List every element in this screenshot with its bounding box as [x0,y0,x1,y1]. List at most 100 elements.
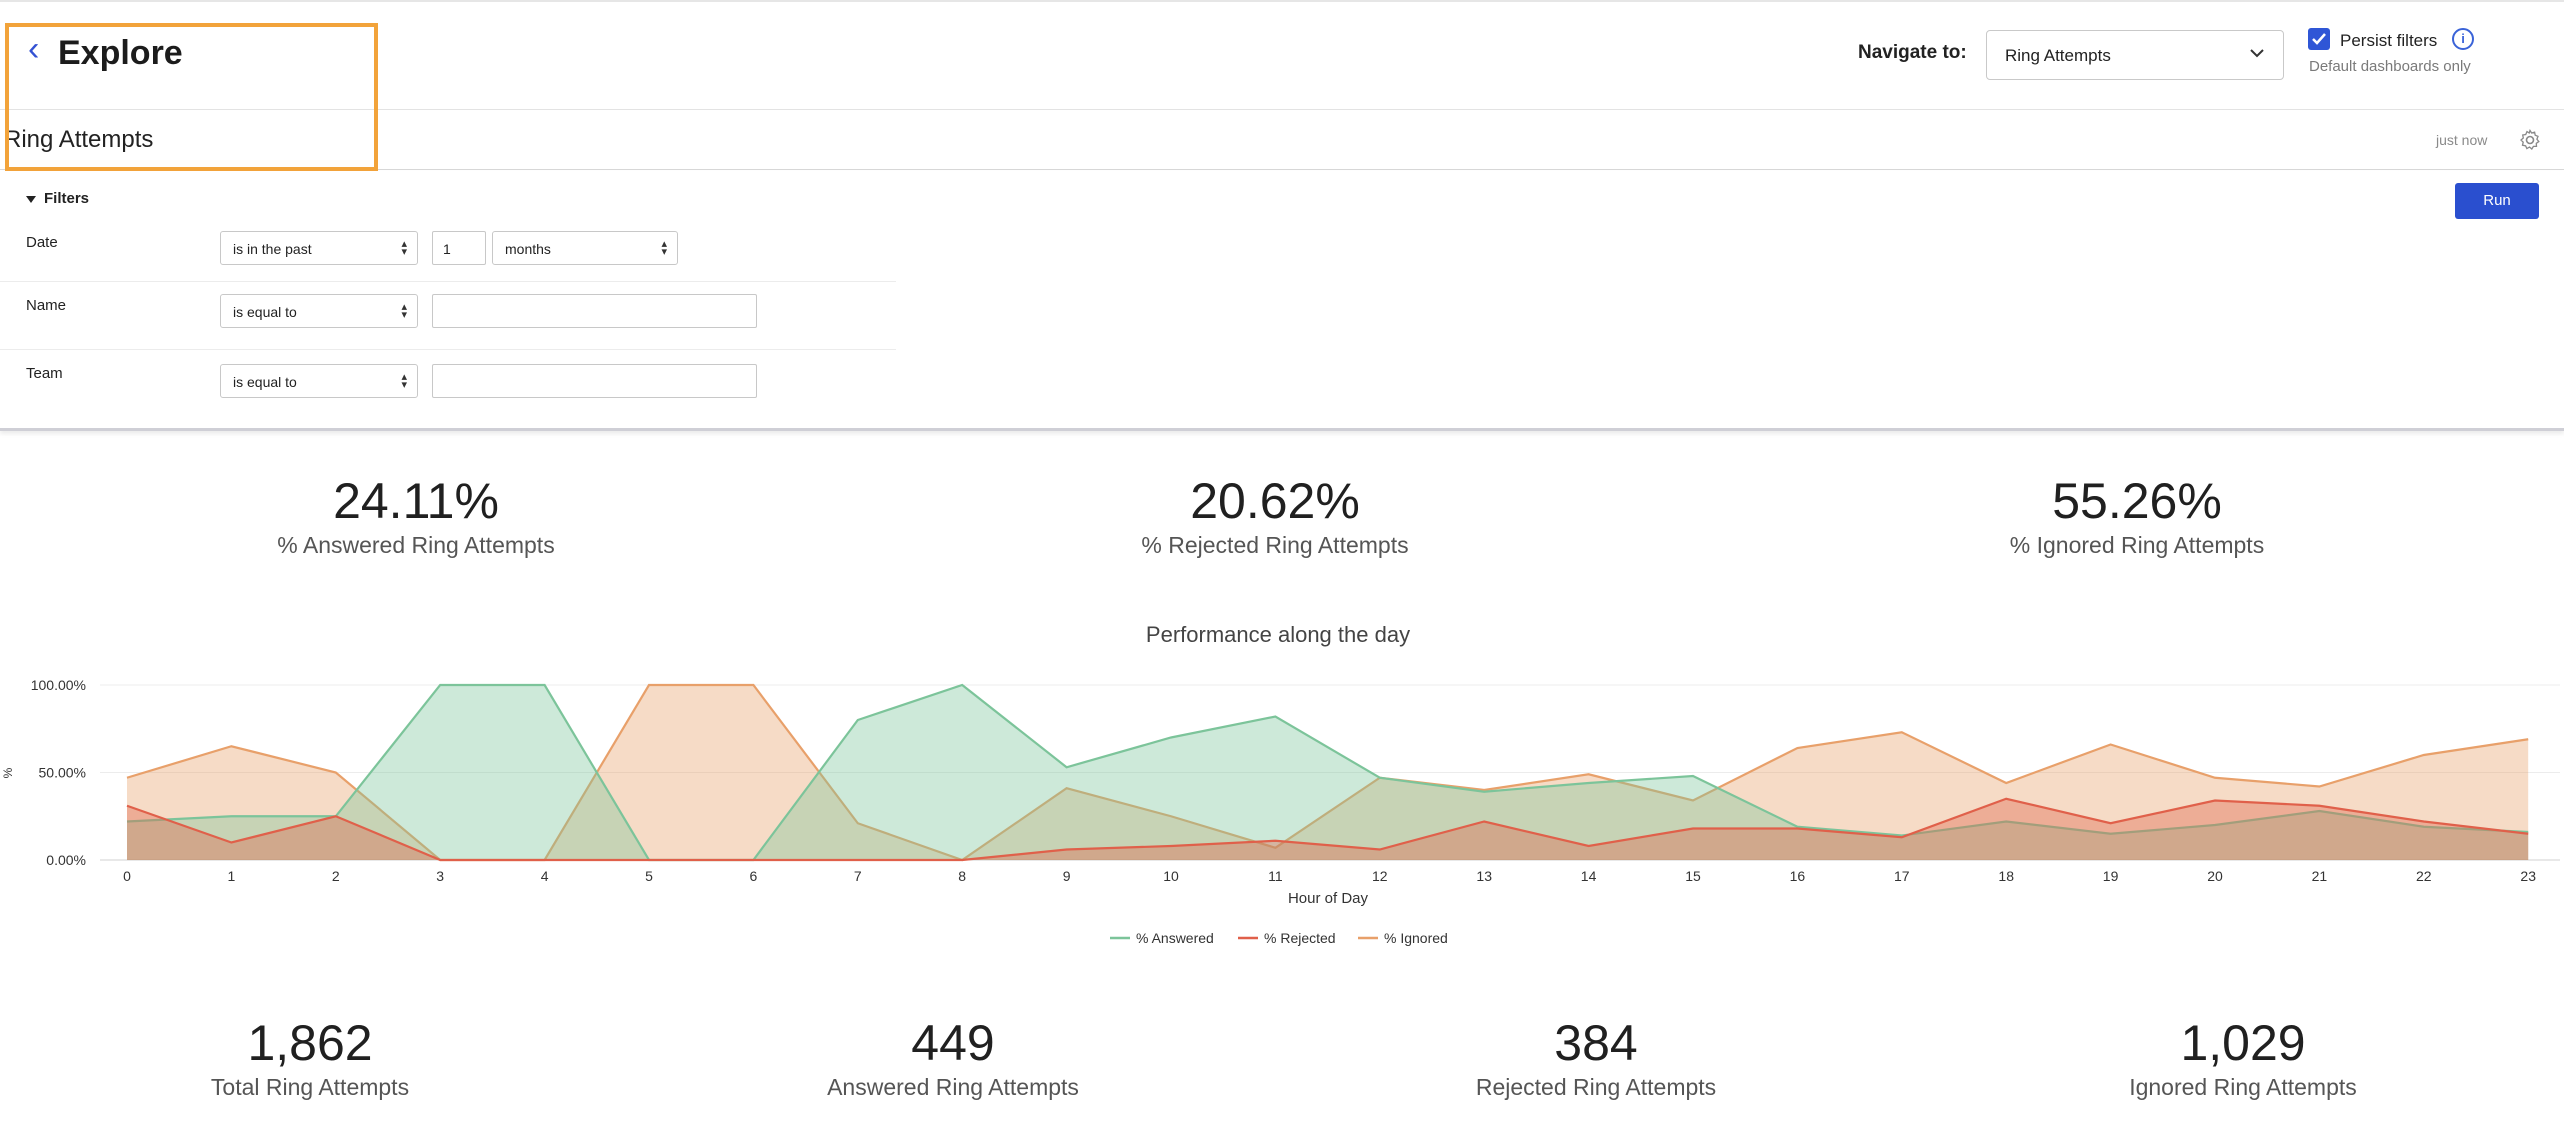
series-area-rejected [127,798,2529,860]
last-updated: just now [2436,132,2488,148]
legend-label: % Ignored [1384,930,1448,946]
x-tick-label: 19 [2103,868,2119,884]
kpi-value: 20.62% [1190,473,1360,529]
y-tick-label: 100.00% [31,677,86,693]
kpi-value: 384 [1554,1015,1638,1071]
kpi-ignored-attempts[interactable]: 1,029 Ignored Ring Attempts [2043,1018,2443,1101]
chart-title: Performance along the day [1146,622,1410,647]
x-tick-label: 14 [1581,868,1597,884]
filters-panel: Filters Run Date is in the past ▴ ▾ 1 mon… [0,171,2564,431]
chevron-down-icon [2250,49,2264,58]
series-line-rejected [126,797,2529,862]
y-axis-label: % [1,767,15,778]
y-tick-label: 0.00% [46,852,86,868]
select-arrows-icon: ▴ ▾ [661,238,667,258]
kpi-value: 55.26% [2052,473,2222,529]
date-unit-value: months [505,241,551,257]
x-tick-label: 10 [1163,868,1179,884]
gear-icon[interactable] [2518,128,2542,152]
kpi-value: 1,029 [2180,1015,2306,1071]
select-arrows-icon: ▴ ▾ [401,238,407,258]
kpi-label: % Answered Ring Attempts [277,532,555,558]
kpi-label: % Rejected Ring Attempts [1141,532,1409,558]
x-tick-label: 7 [854,868,862,884]
team-operator-value: is equal to [233,374,297,390]
filter-label-name: Name [26,297,67,314]
x-tick-label: 13 [1476,868,1492,884]
x-tick-label: 2 [332,868,340,884]
navigate-label: Navigate to: [1858,42,1967,63]
caret-down-icon [26,195,36,203]
info-icon[interactable]: i [2452,28,2474,50]
kpi-total-attempts[interactable]: 1,862 Total Ring Attempts [110,1018,510,1101]
kpi-ignored-pct[interactable]: 55.26% % Ignored Ring Attempts [1937,476,2337,559]
select-arrows-icon: ▴ ▾ [401,301,407,321]
x-tick-label: 5 [645,868,653,884]
x-tick-label: 20 [2207,868,2223,884]
performance-chart[interactable]: Performance along the day 0.00% 50.00% 100.… [0,620,2564,960]
persist-filters-subtext: Default dashboards only [2309,58,2471,75]
date-operator-select[interactable]: is in the past ▴ ▾ [220,231,418,265]
check-icon [2312,33,2326,45]
date-unit-select[interactable]: months ▴ ▾ [492,231,678,265]
x-tick-label: 3 [436,868,444,884]
kpi-label: Rejected Ring Attempts [1475,1074,1717,1100]
navigate-dropdown-value: Ring Attempts [2005,46,2111,65]
x-tick-label: 23 [2520,868,2536,884]
team-operator-select[interactable]: is equal to ▴ ▾ [220,364,418,398]
x-tick-label: 6 [750,868,758,884]
date-amount-value: 1 [443,241,451,257]
x-tick-label: 8 [958,868,966,884]
kpi-label: % Ignored Ring Attempts [2009,532,2265,558]
persist-filters-label: Persist filters [2340,31,2438,50]
page-title: Ring Attempts [4,126,154,153]
kpi-rejected-pct[interactable]: 20.62% % Rejected Ring Attempts [1075,476,1475,559]
kpi-rejected-attempts[interactable]: 384 Rejected Ring Attempts [1396,1018,1796,1101]
series-area-answered [127,685,2529,860]
series-area-ignored [127,685,2529,860]
date-amount-input[interactable]: 1 [432,231,486,265]
x-tick-label: 9 [1063,868,1071,884]
x-tick-label: 22 [2416,868,2432,884]
series-line-answered [126,683,2529,862]
x-tick-label: 1 [228,868,236,884]
x-tick-label: 15 [1685,868,1701,884]
select-arrows-icon: ▴ ▾ [401,371,407,391]
x-axis-label: Hour of Day [1288,890,1369,907]
name-operator-value: is equal to [233,304,297,320]
filter-label-team: Team [26,365,63,382]
filters-heading: Filters [44,190,90,207]
filters-toggle[interactable]: Filters [26,190,89,207]
dashboard-header: Ring Attempts just now [0,110,2564,170]
row-divider [0,281,896,282]
x-tick-label: 4 [541,868,549,884]
x-tick-label: 12 [1372,868,1388,884]
kpi-label: Ignored Ring Attempts [2129,1074,2357,1100]
x-tick-label: 11 [1268,868,1283,884]
kpi-value: 449 [911,1015,995,1071]
navigate-dropdown[interactable]: Ring Attempts [1986,30,2284,80]
persist-filters-checkbox[interactable] [2308,28,2330,50]
name-value-input[interactable] [432,294,757,328]
kpi-label: Answered Ring Attempts [827,1074,1079,1100]
team-value-input[interactable] [432,364,757,398]
legend-label: % Rejected [1264,930,1336,946]
explore-title[interactable]: Explore [58,34,183,72]
x-tick-label: 16 [1790,868,1806,884]
x-tick-label: 17 [1894,868,1910,884]
filter-label-date: Date [26,234,58,251]
kpi-answered-pct[interactable]: 24.11% % Answered Ring Attempts [216,476,616,559]
highlight-box [5,23,378,171]
row-divider [0,349,896,350]
kpi-value: 1,862 [247,1015,373,1071]
date-operator-value: is in the past [233,241,312,257]
kpi-answered-attempts[interactable]: 449 Answered Ring Attempts [753,1018,1153,1101]
kpi-label: Total Ring Attempts [210,1074,410,1100]
run-button[interactable]: Run [2455,183,2539,219]
name-operator-select[interactable]: is equal to ▴ ▾ [220,294,418,328]
legend-label: % Answered [1136,930,1214,946]
y-tick-label: 50.00% [39,765,86,781]
x-tick-label: 0 [123,868,131,884]
x-tick-label: 21 [2312,868,2328,884]
back-chevron-icon[interactable]: ‹ [28,30,40,68]
